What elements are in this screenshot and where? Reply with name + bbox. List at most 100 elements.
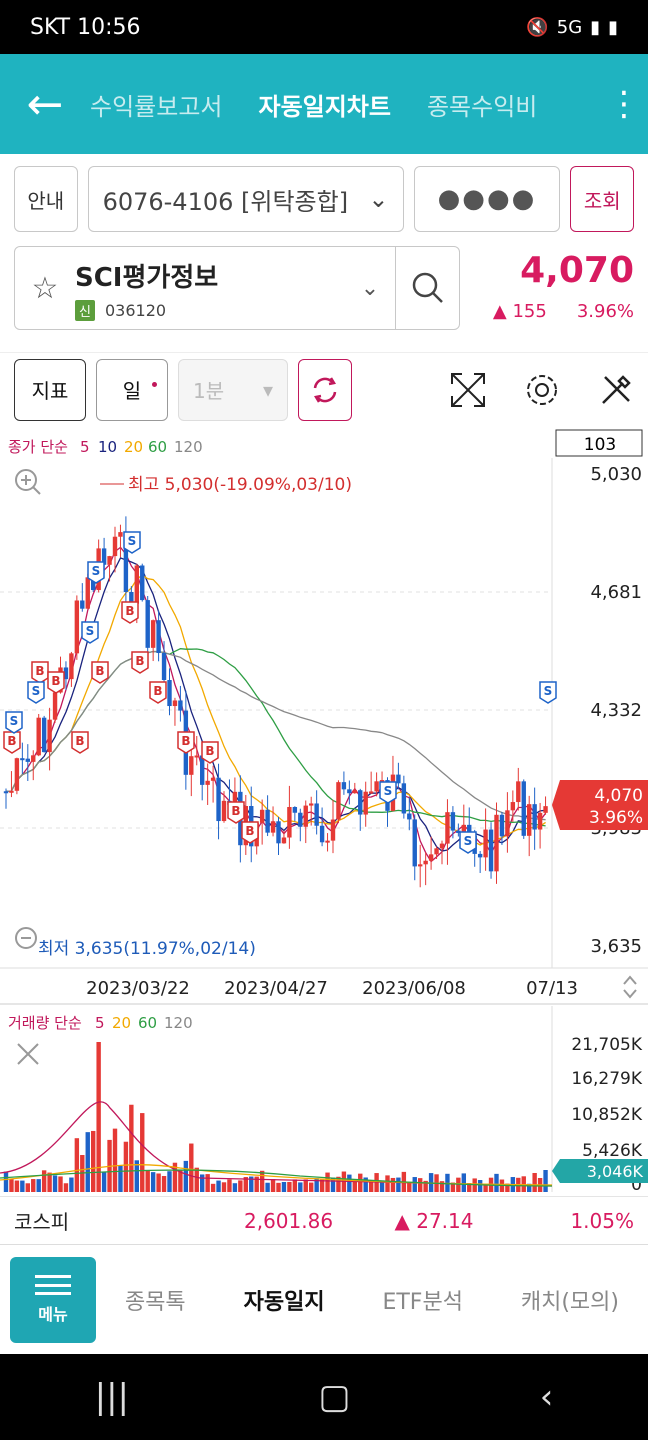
volume-bar (303, 1179, 308, 1192)
candle-body (347, 789, 352, 794)
buy-marker-label: B (231, 804, 240, 818)
close-icon[interactable] (17, 1043, 39, 1065)
volume-bar (532, 1172, 537, 1192)
volume-bar (189, 1143, 194, 1192)
mute-icon: 🔇 (526, 16, 549, 38)
status-icons: 🔇 5G ▮ ▮ (526, 17, 618, 38)
kospi-change: ▲ 27.14 (394, 1208, 474, 1233)
indicator-button[interactable]: 지표 (14, 358, 86, 421)
stock-name: SCI평가정보 (75, 263, 219, 293)
volume-bar (210, 1183, 216, 1192)
nav-stock-talk[interactable]: 종목톡 (124, 1289, 186, 1315)
back-icon[interactable]: ‹ (539, 1377, 554, 1417)
fullscreen-icon[interactable] (436, 359, 500, 421)
tab-auto-journal-chart[interactable]: 자동일지차트 (258, 92, 391, 121)
kospi-bar[interactable]: 코스피 2,601.86 ▲ 27.14 1.05% (0, 1196, 648, 1244)
volume-bar (227, 1179, 232, 1192)
candle-body (200, 755, 205, 785)
nav-auto-journal[interactable]: 자동일지 (243, 1289, 325, 1315)
candle-body (543, 806, 548, 813)
volume-bar (281, 1181, 287, 1192)
menu-button[interactable]: 메뉴 (10, 1256, 96, 1343)
candle-body (232, 791, 238, 805)
buy-marker (201, 741, 219, 764)
candle-body (36, 717, 41, 756)
back-arrow-icon[interactable]: ← (26, 78, 64, 130)
volume-bar (36, 1179, 41, 1192)
settings-gear-icon[interactable] (510, 359, 574, 421)
candlestick-chart[interactable]: 종가 단순 5 10 20 60 120 103 5,030 4,681 4,332… (0, 428, 648, 1198)
candle-body (205, 780, 210, 785)
home-icon[interactable]: ▢ (318, 1377, 351, 1417)
x-tick-2: 2023/06/08 (362, 978, 466, 999)
candle-body (91, 577, 96, 591)
volume-bar (358, 1173, 363, 1192)
more-menu-icon[interactable]: ⋮ (607, 84, 641, 124)
ma-legend-label: 종가 단순 (8, 438, 68, 456)
price-chart-area[interactable]: 종가 단순 5 10 20 60 120 103 5,030 4,681 4,332… (0, 428, 648, 1248)
credit-badge: 신 (75, 300, 95, 321)
candle-body (450, 812, 456, 831)
volume-bar (412, 1177, 417, 1192)
password-field[interactable]: ●●●● (413, 166, 561, 232)
candle-body (167, 680, 172, 707)
period-button[interactable]: 일 (96, 358, 168, 421)
volume-bar (407, 1182, 412, 1192)
y-tick-label: 4,681 (590, 582, 642, 603)
candle-body (281, 837, 287, 844)
favorite-star-icon[interactable]: ☆ (31, 270, 59, 306)
nav-etf-analysis[interactable]: ETF분석 (382, 1289, 463, 1315)
candle-body (456, 830, 461, 833)
candle-body (374, 781, 379, 792)
candle-body (352, 790, 357, 794)
stock-info[interactable]: SCI평가정보 신 036120 (75, 247, 345, 329)
candle-body (532, 804, 537, 830)
candle-body (483, 829, 488, 858)
volume-bar (259, 1170, 265, 1192)
query-button[interactable]: 조회 (570, 166, 635, 232)
volume-bar (527, 1183, 532, 1192)
account-select[interactable]: 6076-4106 [위탁종합] ⌄ (87, 166, 404, 232)
nav-catch-mock[interactable]: 캐치(모의) (520, 1289, 619, 1315)
zoom-out-icon[interactable] (15, 927, 37, 949)
refresh-button[interactable] (298, 358, 352, 421)
volume-bar (156, 1173, 161, 1192)
candle-body (112, 536, 118, 557)
candle-body (396, 774, 401, 784)
volume-bar (85, 1132, 90, 1192)
candle-body (537, 812, 543, 830)
scroll-updown-icon[interactable] (623, 975, 637, 999)
candle-body (298, 812, 303, 827)
current-price: 4,070 (520, 250, 634, 291)
interval-select[interactable]: 1분 ▾ (178, 358, 288, 421)
tab-profit-report[interactable]: 수익률보고서 (90, 92, 223, 121)
interval-label: 1분 (193, 379, 225, 403)
volume-bar (96, 1042, 101, 1192)
volume-bar (74, 1138, 80, 1192)
guide-button[interactable]: 안내 (14, 166, 78, 232)
candle-body (319, 825, 325, 843)
system-nav-bar: ||| ▢ ‹ (0, 1354, 648, 1440)
tab-stock-profit[interactable]: 종목수익비 (426, 92, 538, 121)
volume-bar (390, 1177, 396, 1192)
candle-body (52, 692, 58, 720)
sell-marker-label: S (32, 684, 41, 698)
candle-body (428, 854, 434, 861)
battery-icon: ▮ (608, 16, 618, 38)
chevron-down-icon[interactable]: ⌄ (360, 275, 380, 301)
tools-icon[interactable] (584, 359, 648, 421)
search-icon[interactable] (395, 247, 459, 329)
kospi-value: 2,601.86 (244, 1208, 334, 1233)
recent-apps-icon[interactable]: ||| (94, 1377, 130, 1417)
zoom-in-icon[interactable] (15, 469, 41, 495)
x-tick-3: 07/13 (526, 978, 578, 999)
volume-bar (145, 1170, 150, 1192)
volume-tag-value: 3,046K (587, 1162, 644, 1181)
volume-bar (200, 1174, 205, 1192)
volume-axis-ticks: 21,705K 16,279K 10,852K 5,426K 0 (571, 1035, 642, 1195)
candle-body (407, 813, 412, 820)
volume-bar (456, 1177, 461, 1192)
candle-body (118, 532, 123, 537)
volume-bar (205, 1174, 210, 1192)
